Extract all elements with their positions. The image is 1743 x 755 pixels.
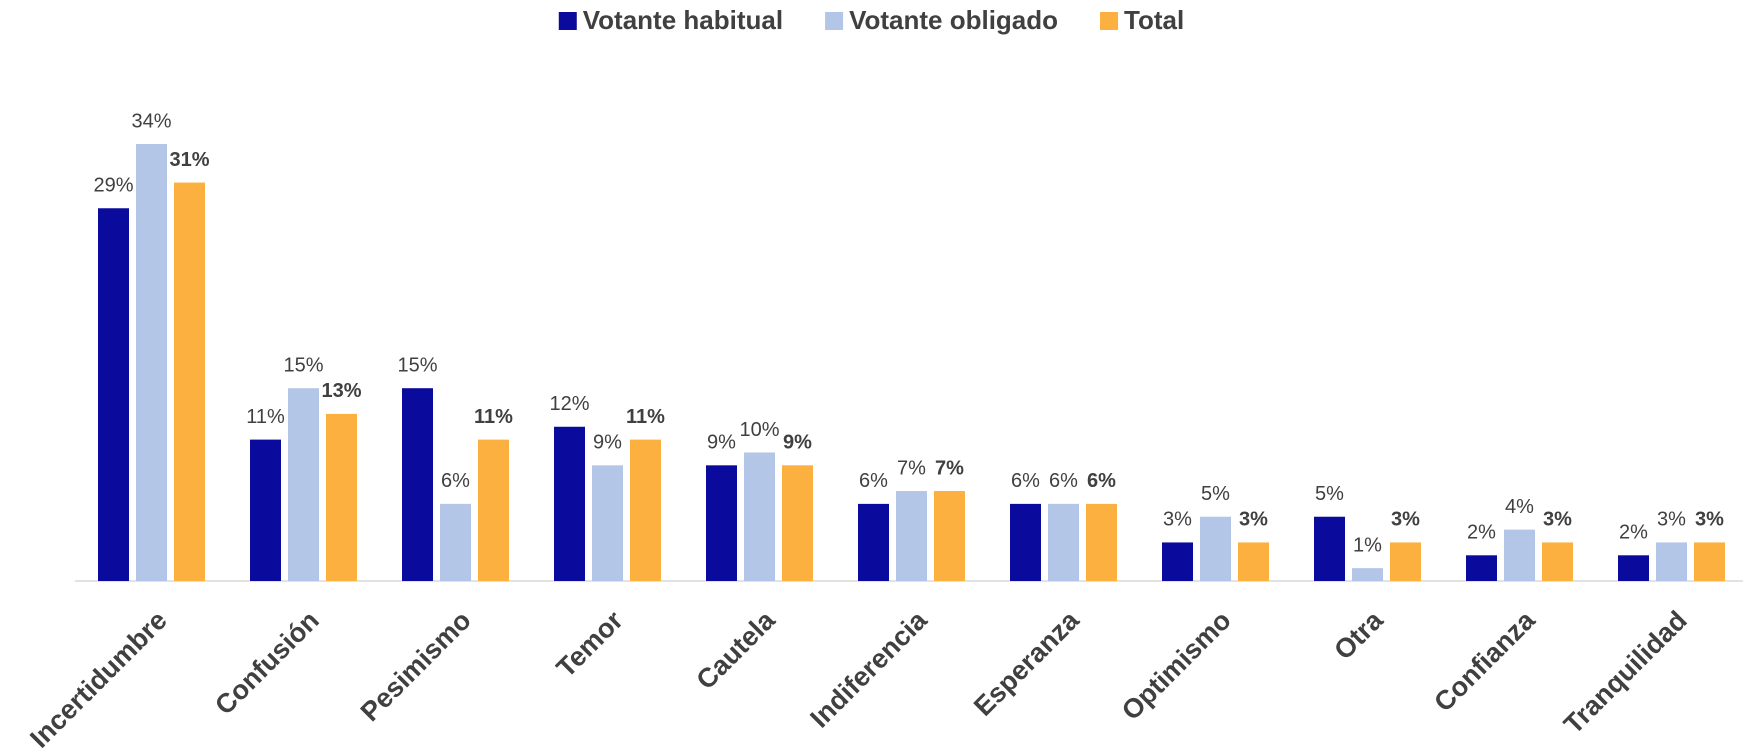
value-label: 13% — [321, 380, 361, 402]
bar — [98, 208, 129, 581]
bar — [1542, 542, 1573, 581]
bar — [934, 491, 965, 581]
bar — [1048, 503, 1079, 581]
x-tick-label: Temor — [551, 605, 629, 683]
value-label: 15% — [397, 354, 437, 376]
x-tick-label: Otra — [1328, 604, 1389, 665]
x-tick-label: Esperanza — [968, 604, 1085, 721]
bar — [1086, 503, 1117, 581]
bar — [1504, 529, 1535, 581]
bar — [1390, 542, 1421, 581]
value-label: 1% — [1353, 534, 1382, 556]
value-label: 11% — [246, 406, 285, 428]
value-label: 15% — [283, 354, 323, 376]
value-label: 3% — [1657, 509, 1686, 531]
bar — [1314, 516, 1345, 581]
bar — [782, 465, 813, 581]
x-tick-label: Optimismo — [1116, 605, 1237, 726]
bar — [1238, 542, 1269, 581]
bar — [706, 465, 737, 581]
x-tick-label: Incertidumbre — [24, 605, 173, 754]
legend-label: Votante obligado — [849, 5, 1058, 35]
legend-label: Total — [1124, 5, 1184, 35]
x-tick-label: Confianza — [1428, 604, 1541, 717]
value-label: 29% — [93, 175, 133, 197]
value-label: 12% — [549, 393, 589, 415]
value-label: 6% — [1049, 470, 1078, 492]
value-label: 3% — [1163, 509, 1192, 531]
bar — [402, 388, 433, 581]
bar — [250, 439, 281, 581]
x-tick-label: Cautela — [691, 604, 782, 695]
value-label: 6% — [441, 470, 470, 492]
bar — [136, 144, 167, 581]
bar — [440, 503, 471, 581]
value-label: 5% — [1201, 483, 1230, 505]
bar — [858, 503, 889, 581]
value-label: 3% — [1239, 509, 1268, 531]
bar — [554, 426, 585, 581]
value-label: 2% — [1467, 522, 1496, 544]
x-tick-label: Confusión — [209, 605, 325, 721]
value-label: 4% — [1505, 496, 1534, 518]
legend-swatch — [558, 12, 577, 30]
legend-label: Votante habitual — [583, 5, 783, 35]
x-tick-label: Tranquilidad — [1558, 605, 1693, 740]
bar — [1694, 542, 1725, 581]
value-label: 9% — [593, 432, 622, 454]
bar — [1466, 555, 1497, 581]
value-label: 7% — [897, 457, 926, 479]
value-label: 31% — [169, 149, 209, 171]
bar — [1618, 555, 1649, 581]
value-label: 6% — [1087, 470, 1116, 492]
value-label: 6% — [859, 470, 888, 492]
x-tick-label: Pesimismo — [355, 605, 477, 727]
value-label: 9% — [783, 432, 812, 454]
legend-swatch — [825, 12, 844, 30]
value-label: 5% — [1315, 483, 1344, 505]
value-label: 10% — [739, 419, 779, 441]
value-label: 11% — [626, 406, 665, 428]
value-label: 3% — [1391, 509, 1420, 531]
value-label: 3% — [1695, 509, 1724, 531]
bar — [1200, 516, 1231, 581]
value-label: 11% — [474, 406, 513, 428]
bar — [1656, 542, 1687, 581]
bar — [744, 452, 775, 581]
value-label: 9% — [707, 432, 736, 454]
bar — [896, 491, 927, 581]
bar — [1162, 542, 1193, 581]
x-tick-label: Indiferencia — [804, 604, 933, 733]
value-label: 2% — [1619, 522, 1648, 544]
bar — [478, 439, 509, 581]
bar — [1352, 568, 1383, 581]
value-label: 3% — [1543, 509, 1572, 531]
bar — [592, 465, 623, 581]
bar — [630, 439, 661, 581]
value-label: 6% — [1011, 470, 1040, 492]
value-label: 34% — [131, 110, 171, 132]
value-label: 7% — [935, 457, 964, 479]
bar — [288, 388, 319, 581]
bar — [1010, 503, 1041, 581]
legend-swatch — [1100, 12, 1119, 30]
bar — [174, 182, 205, 581]
bar — [326, 413, 357, 581]
